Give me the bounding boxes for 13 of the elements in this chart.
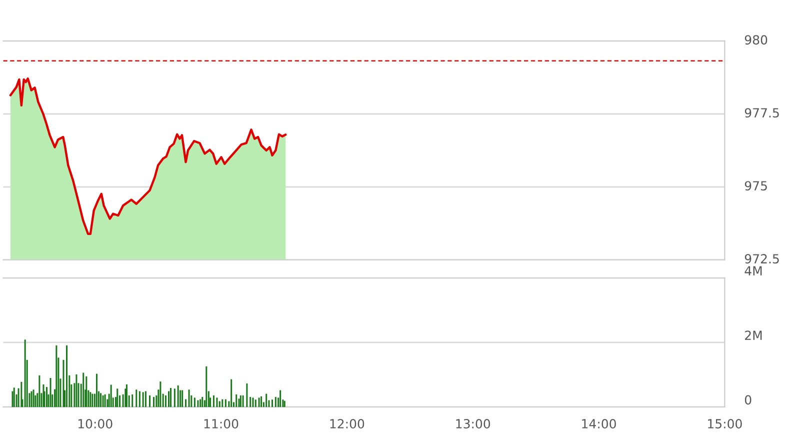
x-tick-label: 15:00: [708, 419, 742, 428]
x-tick-label: 13:00: [456, 419, 490, 428]
y-tick-label: 4M: [744, 266, 762, 276]
x-tick-label: 10:00: [78, 419, 112, 428]
x-tick-label: 14:00: [582, 419, 616, 428]
x-tick-label: 12:00: [330, 419, 364, 428]
y-tick-label: 980: [744, 35, 768, 45]
x-tick-label: 11:00: [204, 419, 238, 428]
y-tick-label: 977.5: [744, 108, 779, 118]
y-tick-label: 0: [744, 395, 752, 405]
y-tick-label: 2M: [745, 330, 762, 340]
y-tick-label: 972.5: [744, 254, 779, 264]
y-tick-label: 975: [744, 181, 767, 191]
